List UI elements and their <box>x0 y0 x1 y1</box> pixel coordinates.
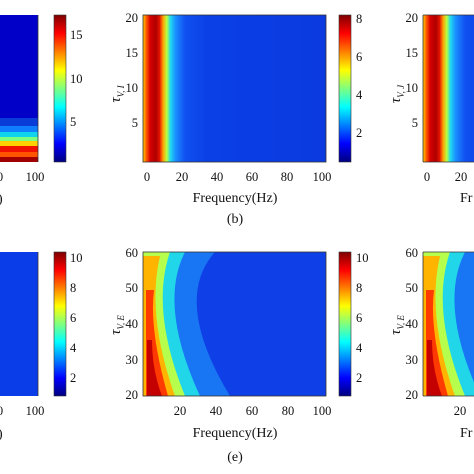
panel-b-xtick-40: 40 <box>211 170 224 184</box>
colorbar-d-bar <box>53 251 67 397</box>
panel-b-xlabel: Frequency(Hz) <box>193 191 278 206</box>
panel-b-xtick-80: 80 <box>281 170 294 184</box>
panel-e-ytick-30: 30 <box>126 353 139 367</box>
panel-e-xtick-40: 40 <box>210 404 223 418</box>
panel-f-ylabel-base: τ <box>388 329 404 335</box>
panel-c-ytick-20: 20 <box>406 11 419 25</box>
panel-e-ytick-50: 50 <box>126 281 139 295</box>
colorbar-e: 10 8 6 4 2 <box>338 251 369 397</box>
panel-e-ylabel-sub: V, E <box>116 315 126 330</box>
panel-a-xtick-100: 100 <box>26 170 45 184</box>
colorbar-a-tick-5: 5 <box>70 115 76 129</box>
panel-c-xtick-0: 0 <box>424 170 430 184</box>
panel-b-ylabel-base: τ <box>108 97 124 103</box>
colorbar-b-bar <box>338 14 352 163</box>
heatmap-b <box>143 15 326 162</box>
heatmap-f-band-6 <box>427 340 442 396</box>
colorbar-d: 10 8 6 4 2 <box>53 251 83 397</box>
panel-b-xtick-60: 60 <box>246 170 259 184</box>
colorbar-a-bar <box>53 14 67 163</box>
panel-f-ytick-40: 40 <box>406 317 419 331</box>
panel-d-xtick-100: 100 <box>26 404 45 418</box>
panel-e-xtick-80: 80 <box>282 404 295 418</box>
panel-e-xtick-100: 100 <box>313 404 332 418</box>
colorbar-e-tick-8: 8 <box>356 281 362 295</box>
heatmap-a <box>0 15 38 162</box>
panel-f-xtick-20: 20 <box>454 404 467 418</box>
colorbar-a: 15 10 5 <box>53 14 83 163</box>
panel-e-ytick-20: 20 <box>126 388 139 402</box>
panel-b-xtick-0: 0 <box>144 170 150 184</box>
panel-c-xlabel-fragment: Fr <box>460 191 473 206</box>
heatmap-d <box>0 252 38 396</box>
panel-c-ylabel-base: τ <box>388 97 404 103</box>
panel-b: τV, I 20 15 10 5 0 20 40 60 80 100 Frequ… <box>108 11 363 227</box>
panel-e-ylabel: τV, E <box>108 315 126 335</box>
panel-e-xtick-20: 20 <box>174 404 187 418</box>
colorbar-d-tick-2: 2 <box>70 371 76 385</box>
panel-c-ytick-5: 5 <box>412 116 418 130</box>
heatmap-f <box>423 252 474 396</box>
colorbar-b-tick-2: 2 <box>356 126 362 140</box>
panel-f-ylabel-sub: V, E <box>396 315 406 330</box>
panel-d-xtick-0: 0 <box>0 404 3 418</box>
panel-d: 0 100 ) 10 8 6 4 2 <box>0 251 83 442</box>
panel-c-ytick-10: 10 <box>406 81 419 95</box>
colorbar-b-tick-6: 6 <box>356 50 362 64</box>
panel-c-ylabel-sub: V, J <box>396 84 406 98</box>
panel-d-xlabel-fragment: ) <box>0 427 3 442</box>
panel-c-ylabel: τV, J <box>388 84 406 103</box>
panel-f: τV, E 60 50 40 30 20 20 Fr <box>388 246 474 441</box>
colorbar-e-tick-2: 2 <box>356 371 362 385</box>
colorbar-a-tick-15: 15 <box>70 28 83 42</box>
panel-e-xtick-60: 60 <box>246 404 259 418</box>
colorbar-d-tick-10: 10 <box>70 251 83 265</box>
panel-b-ytick-20: 20 <box>126 11 139 25</box>
colorbar-b-tick-8: 8 <box>356 12 362 26</box>
colorbar-d-tick-8: 8 <box>70 281 76 295</box>
colorbar-e-tick-4: 4 <box>356 341 363 355</box>
panel-e-ylabel-base: τ <box>108 329 124 335</box>
panel-f-ytick-60: 60 <box>406 246 419 260</box>
colorbar-a-tick-10: 10 <box>70 72 83 86</box>
heatmap-c <box>423 15 474 162</box>
colorbar-d-tick-6: 6 <box>70 311 76 325</box>
panel-f-ytick-50: 50 <box>406 281 419 295</box>
panel-e-ytick-40: 40 <box>126 317 139 331</box>
heatmap-e <box>143 252 326 396</box>
panel-a-xlabel-fragment: ) <box>0 192 3 207</box>
colorbar-b: 8 6 4 2 <box>338 12 363 163</box>
panel-f-ytick-30: 30 <box>406 353 419 367</box>
colorbar-e-bar <box>338 251 352 397</box>
panel-b-ytick-10: 10 <box>126 81 139 95</box>
panel-b-xtick-100: 100 <box>313 170 332 184</box>
panel-f-ylabel: τV, E <box>388 315 406 335</box>
panel-a-xtick-0: 0 <box>0 170 3 184</box>
panel-e-label: (e) <box>227 450 243 465</box>
panel-b-label: (b) <box>227 212 244 227</box>
panel-f-ytick-20: 20 <box>406 388 419 402</box>
panel-c-xtick-20: 20 <box>455 170 468 184</box>
panel-e: τV, E 60 50 40 30 20 20 40 60 80 100 Fre… <box>108 246 369 465</box>
panel-b-xtick-20: 20 <box>176 170 189 184</box>
panel-f-xlabel-fragment: Fr <box>460 426 473 441</box>
panel-b-ytick-15: 15 <box>126 46 139 60</box>
panel-b-ytick-5: 5 <box>132 116 138 130</box>
heatmap-b-frame <box>142 14 327 163</box>
panel-c: τV, J 20 15 10 5 0 20 Fr <box>388 11 474 206</box>
heatmap-e-band-6 <box>147 340 162 396</box>
colorbar-e-tick-6: 6 <box>356 311 362 325</box>
heatmap-e-frame <box>142 251 327 397</box>
panel-b-ylabel-sub: V, I <box>116 84 126 97</box>
panel-e-xlabel: Frequency(Hz) <box>193 426 278 441</box>
panel-a: 0 100 ) 15 10 5 <box>0 14 83 207</box>
panel-c-ytick-15: 15 <box>406 46 419 60</box>
panel-b-ylabel: τV, I <box>108 84 126 102</box>
panel-e-ytick-60: 60 <box>126 246 139 260</box>
colorbar-d-tick-4: 4 <box>70 341 77 355</box>
colorbar-e-tick-10: 10 <box>356 251 369 265</box>
colorbar-b-tick-4: 4 <box>356 88 363 102</box>
